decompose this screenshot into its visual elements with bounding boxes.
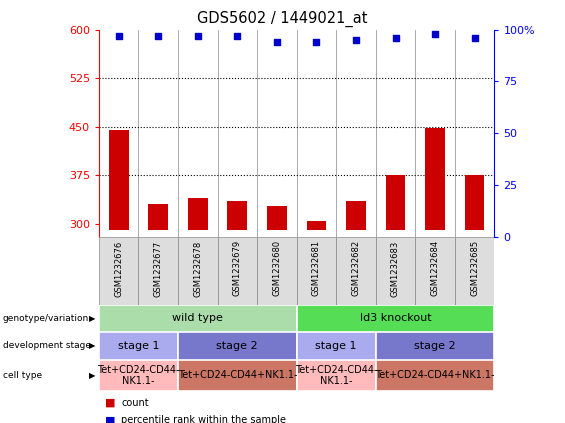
- Point: [233, 33, 242, 39]
- Text: stage 1: stage 1: [315, 341, 357, 351]
- Text: percentile rank within the sample: percentile rank within the sample: [121, 415, 286, 423]
- Bar: [99, 360, 178, 391]
- Point: [431, 30, 440, 37]
- Text: GSM1232679: GSM1232679: [233, 240, 242, 297]
- Bar: [178, 237, 218, 305]
- Text: GSM1232676: GSM1232676: [114, 240, 123, 297]
- Point: [114, 33, 123, 39]
- Text: ▶: ▶: [89, 371, 95, 380]
- Text: cell type: cell type: [3, 371, 42, 380]
- Bar: [297, 237, 336, 305]
- Bar: [138, 237, 178, 305]
- Bar: [297, 332, 376, 360]
- Bar: [267, 206, 287, 231]
- Text: Tet+CD24-CD44-
NK1.1-: Tet+CD24-CD44- NK1.1-: [97, 365, 180, 386]
- Bar: [108, 130, 128, 231]
- Text: count: count: [121, 398, 149, 408]
- Bar: [99, 237, 138, 305]
- Text: GSM1232678: GSM1232678: [193, 240, 202, 297]
- Text: ▶: ▶: [89, 341, 95, 350]
- Bar: [376, 237, 415, 305]
- Text: genotype/variation: genotype/variation: [3, 314, 89, 323]
- Text: GDS5602 / 1449021_at: GDS5602 / 1449021_at: [197, 11, 368, 27]
- Text: ▶: ▶: [89, 314, 95, 323]
- Text: ld3 knockout: ld3 knockout: [360, 313, 431, 323]
- Point: [154, 33, 163, 39]
- Point: [272, 38, 281, 45]
- Bar: [307, 221, 327, 231]
- Point: [470, 35, 479, 41]
- Text: stage 2: stage 2: [414, 341, 456, 351]
- Point: [312, 38, 321, 45]
- Bar: [297, 360, 376, 391]
- Text: development stage: development stage: [3, 341, 91, 350]
- Text: GSM1232677: GSM1232677: [154, 240, 163, 297]
- Text: GSM1232685: GSM1232685: [470, 240, 479, 297]
- Bar: [99, 305, 297, 332]
- Bar: [465, 175, 485, 231]
- Bar: [297, 305, 494, 332]
- Text: ■: ■: [105, 398, 115, 408]
- Bar: [415, 237, 455, 305]
- Text: ■: ■: [105, 415, 115, 423]
- Text: wild type: wild type: [172, 313, 223, 323]
- Bar: [99, 332, 178, 360]
- Bar: [257, 237, 297, 305]
- Bar: [148, 204, 168, 231]
- Bar: [386, 176, 406, 231]
- Text: GSM1232684: GSM1232684: [431, 240, 440, 297]
- Bar: [218, 237, 257, 305]
- Text: GSM1232680: GSM1232680: [272, 240, 281, 297]
- Bar: [346, 201, 366, 231]
- Point: [391, 35, 400, 41]
- Text: GSM1232682: GSM1232682: [351, 240, 360, 297]
- Bar: [178, 360, 297, 391]
- Bar: [455, 237, 494, 305]
- Text: Tet+CD24-CD44-
NK1.1-: Tet+CD24-CD44- NK1.1-: [295, 365, 377, 386]
- Bar: [425, 128, 445, 231]
- Text: stage 1: stage 1: [118, 341, 159, 351]
- Point: [351, 37, 360, 44]
- Bar: [376, 332, 494, 360]
- Bar: [188, 198, 208, 231]
- Text: Tet+CD24-CD44+NK1.1-: Tet+CD24-CD44+NK1.1-: [375, 371, 495, 380]
- Bar: [178, 332, 297, 360]
- Point: [193, 33, 202, 39]
- Bar: [227, 201, 247, 231]
- Text: stage 2: stage 2: [216, 341, 258, 351]
- Bar: [376, 360, 494, 391]
- Text: Tet+CD24-CD44+NK1.1-: Tet+CD24-CD44+NK1.1-: [177, 371, 297, 380]
- Bar: [336, 237, 376, 305]
- Text: GSM1232681: GSM1232681: [312, 240, 321, 297]
- Text: GSM1232683: GSM1232683: [391, 240, 400, 297]
